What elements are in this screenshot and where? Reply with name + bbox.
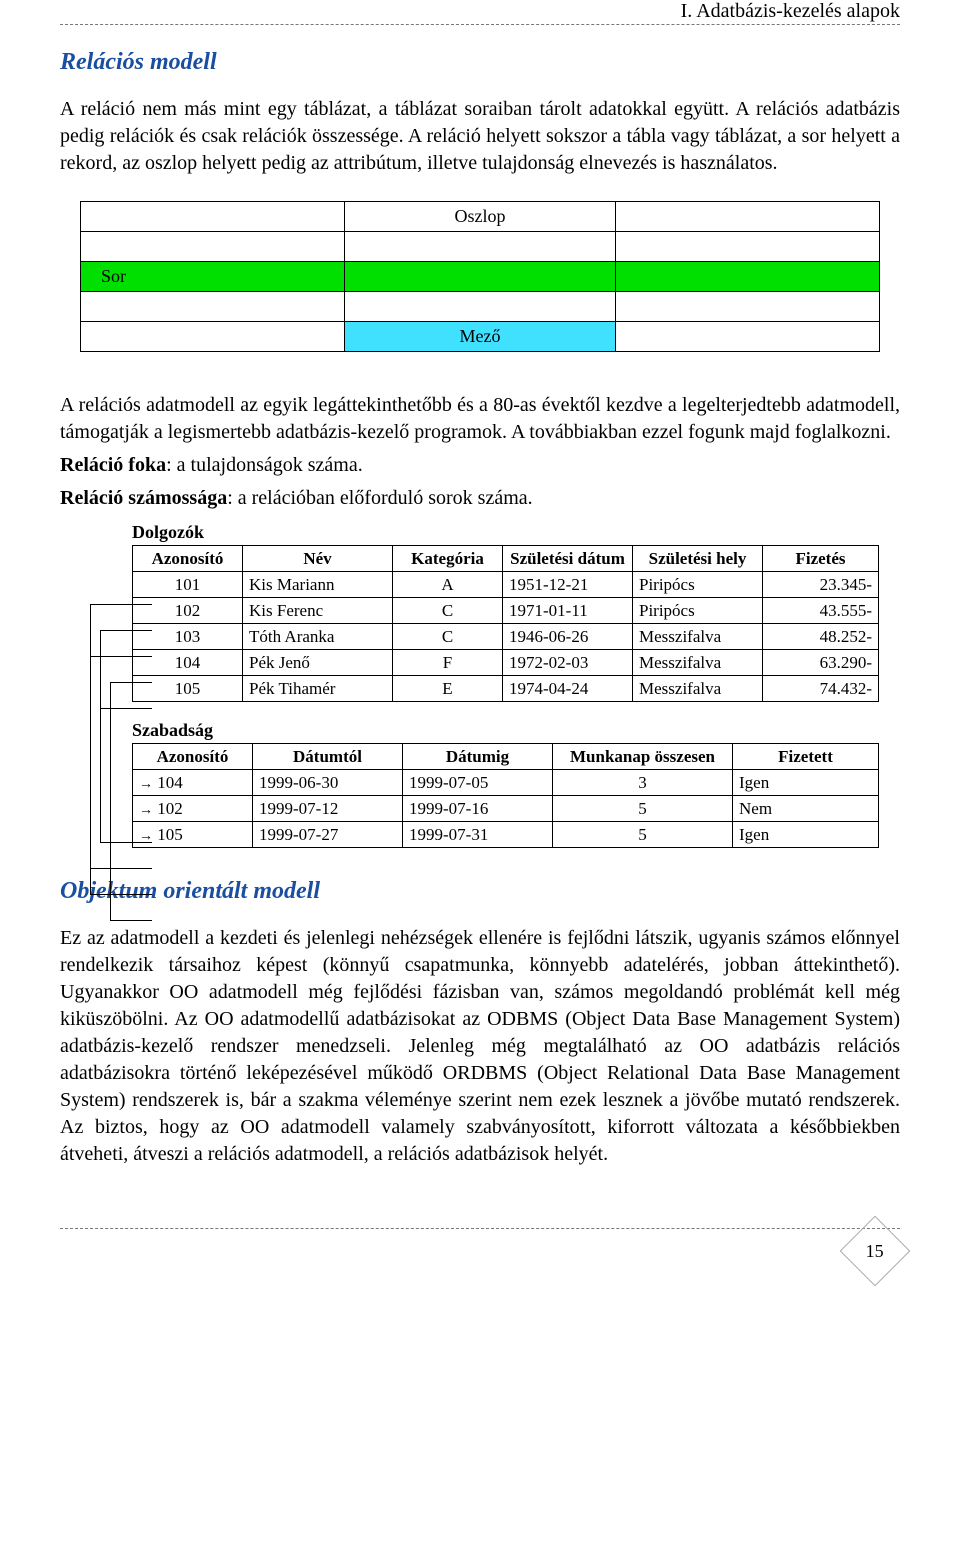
table-cell: 1972-02-03 — [503, 650, 633, 676]
footer-rule — [60, 1228, 900, 1229]
table-row: 103Tóth ArankaC1946-06-26Messzifalva48.2… — [133, 624, 879, 650]
table-cell: Tóth Aranka — [243, 624, 393, 650]
table-cell: 1946-06-26 — [503, 624, 633, 650]
line-szam-text: : a relációban előforduló sorok száma. — [227, 487, 532, 509]
table-cell: E — [393, 676, 503, 702]
table-cell: Kis Mariann — [243, 572, 393, 598]
table-cell: Messzifalva — [633, 676, 763, 702]
header-rule — [60, 24, 900, 25]
table-header: Azonosító — [133, 744, 253, 770]
table-cell: Pék Jenő — [243, 650, 393, 676]
table-header: Azonosító — [133, 546, 243, 572]
table-row: 105Pék TihamérE1974-04-24Messzifalva74.4… — [133, 676, 879, 702]
table-cell: 5 — [553, 822, 733, 848]
table-cell: 101 — [133, 572, 243, 598]
table-cell: 1999-06-30 — [253, 770, 403, 796]
table-cell: 5 — [553, 796, 733, 822]
table-cell: 23.345- — [763, 572, 879, 598]
table-cell: Piripócs — [633, 572, 763, 598]
table-row: → 1021999-07-121999-07-165Nem — [133, 796, 879, 822]
table-cell: 1974-04-24 — [503, 676, 633, 702]
table-row: 102Kis FerencC1971-01-11Piripócs43.555- — [133, 598, 879, 624]
table-cell: 103 — [133, 624, 243, 650]
table-cell: Kis Ferenc — [243, 598, 393, 624]
relationship-connectors — [80, 578, 130, 978]
link-arrow-icon: → — [139, 777, 153, 793]
table-cell: Igen — [733, 822, 879, 848]
table-cell: 43.555- — [763, 598, 879, 624]
table-cell: 1999-07-05 — [403, 770, 553, 796]
table-row: 101Kis MariannA1951-12-21Piripócs23.345- — [133, 572, 879, 598]
table-header: Munkanap összesen — [553, 744, 733, 770]
table-cell: 74.432- — [763, 676, 879, 702]
link-arrow-icon: → — [139, 803, 153, 819]
table-cell: C — [393, 598, 503, 624]
table-cell: F — [393, 650, 503, 676]
line-foka-text: : a tulajdonságok száma. — [166, 454, 363, 476]
diagram-oszlop-sor-mezo: Oszlop Sor Mező — [80, 201, 880, 352]
diagram-label-oszlop: Oszlop — [344, 202, 616, 232]
table-cell: Nem — [733, 796, 879, 822]
table-cell: → 105 — [133, 822, 253, 848]
table-header: Fizetett — [733, 744, 879, 770]
table-cell: A — [393, 572, 503, 598]
table-header: Dátumtól — [253, 744, 403, 770]
table-cell: 1999-07-31 — [403, 822, 553, 848]
table-header: Fizetés — [763, 546, 879, 572]
diagram-label-mezo: Mező — [344, 322, 616, 352]
table-cell: 63.290- — [763, 650, 879, 676]
table-header: Kategória — [393, 546, 503, 572]
table-header: Dátumig — [403, 744, 553, 770]
table-cell: C — [393, 624, 503, 650]
table-cell: Piripócs — [633, 598, 763, 624]
table-title-szabadsag: Szabadság — [132, 720, 880, 741]
para-2: A relációs adatmodell az egyik legátteki… — [60, 392, 900, 446]
table-cell: 1951-12-21 — [503, 572, 633, 598]
table-cell: Igen — [733, 770, 879, 796]
table-cell: 1999-07-27 — [253, 822, 403, 848]
table-cell: → 104 — [133, 770, 253, 796]
table-row: 104Pék JenőF1972-02-03Messzifalva63.290- — [133, 650, 879, 676]
table-cell: Pék Tihamér — [243, 676, 393, 702]
table-cell: 3 — [553, 770, 733, 796]
table-header: Születési dátum — [503, 546, 633, 572]
page-number-box: 15 — [840, 1216, 911, 1287]
line-szamossaga: Reláció számossága: a relációban előford… — [60, 485, 900, 512]
table-dolgozok: AzonosítóNévKategóriaSzületési dátumSzül… — [132, 545, 879, 702]
table-cell: 1999-07-16 — [403, 796, 553, 822]
table-row: → 1051999-07-271999-07-315Igen — [133, 822, 879, 848]
line-szam-label: Reláció számossága — [60, 487, 227, 509]
table-cell: Messzifalva — [633, 650, 763, 676]
section-title-oo: Objektum orientált modell — [60, 878, 900, 905]
table-header: Születési hely — [633, 546, 763, 572]
table-cell: Messzifalva — [633, 624, 763, 650]
table-cell: 48.252- — [763, 624, 879, 650]
page: I. Adatbázis-kezelés alapok Relációs mod… — [0, 0, 960, 1328]
table-cell: 1999-07-12 — [253, 796, 403, 822]
table-cell: 102 — [133, 598, 243, 624]
line-foka: Reláció foka: a tulajdonságok száma. — [60, 452, 900, 479]
table-title-dolgozok: Dolgozók — [132, 522, 880, 543]
table-szabadsag: AzonosítóDátumtólDátumigMunkanap összese… — [132, 743, 879, 848]
chapter-label: I. Adatbázis-kezelés alapok — [681, 0, 900, 23]
table-cell: 1971-01-11 — [503, 598, 633, 624]
table-row: → 1041999-06-301999-07-053Igen — [133, 770, 879, 796]
table-cell: 105 — [133, 676, 243, 702]
table-header: Név — [243, 546, 393, 572]
tables-block: Dolgozók AzonosítóNévKategóriaSzületési … — [60, 522, 880, 848]
section-title-relacios: Relációs modell — [60, 49, 900, 76]
diagram-label-sor: Sor — [81, 262, 345, 292]
page-number: 15 — [866, 1241, 884, 1262]
para-1: A reláció nem más mint egy táblázat, a t… — [60, 96, 900, 177]
line-foka-label: Reláció foka — [60, 454, 166, 476]
table-cell: 104 — [133, 650, 243, 676]
para-oo: Ez az adatmodell a kezdeti és jelenlegi … — [60, 925, 900, 1168]
table-cell: → 102 — [133, 796, 253, 822]
footer: 15 — [60, 1228, 900, 1288]
